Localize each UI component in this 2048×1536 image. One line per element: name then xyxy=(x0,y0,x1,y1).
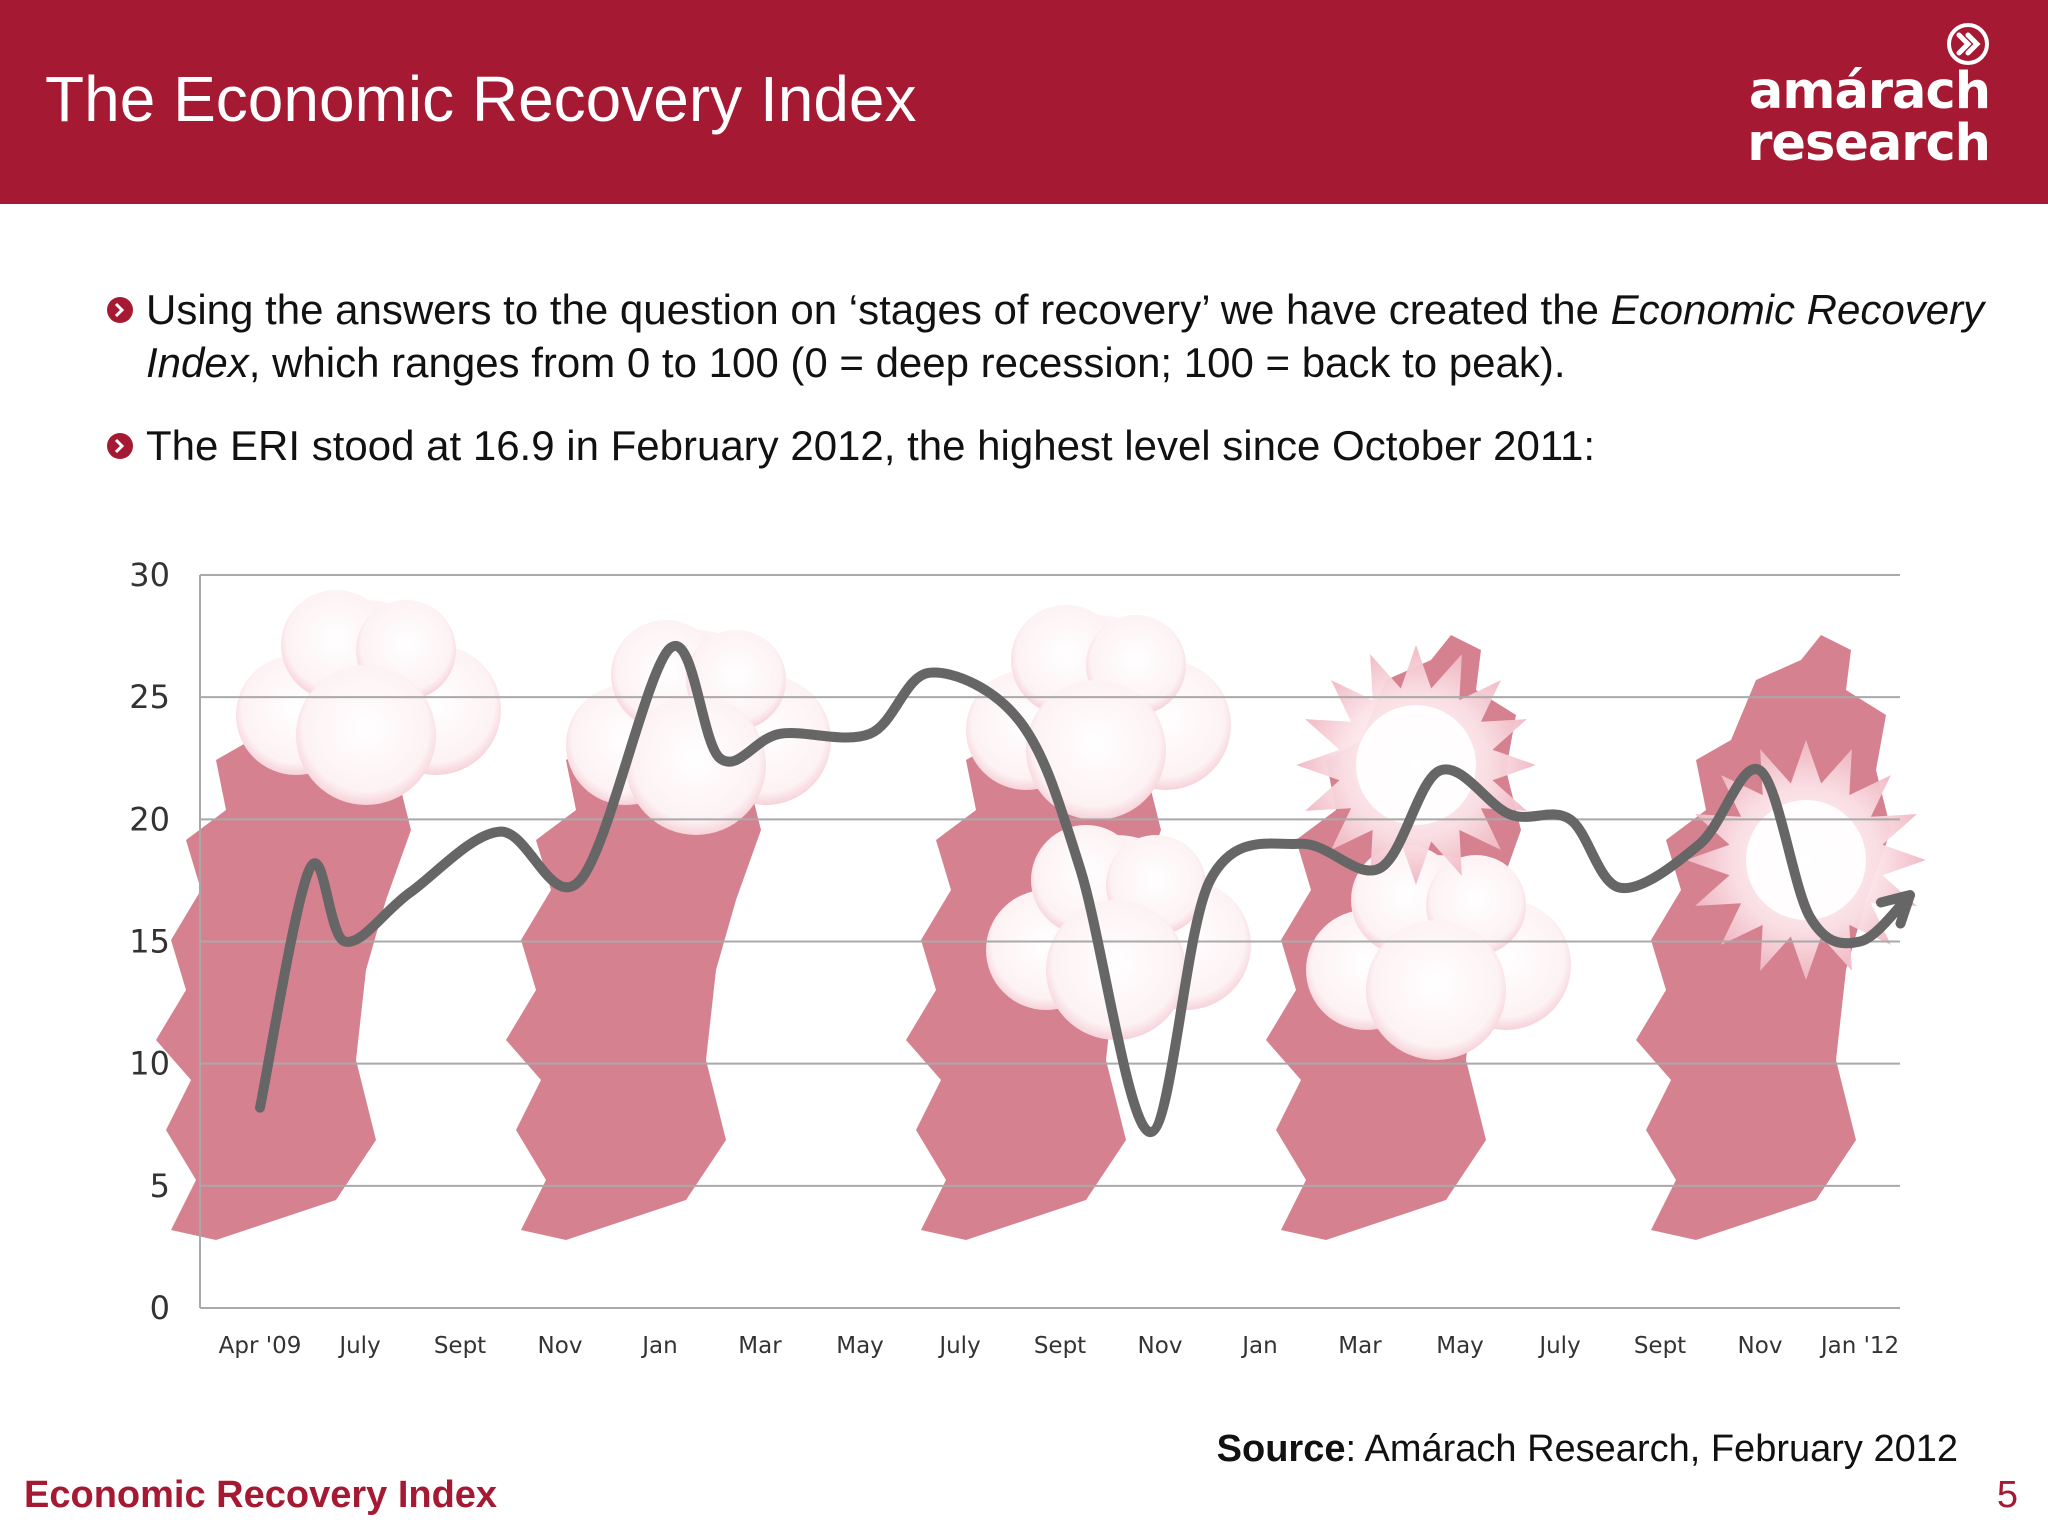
gridlines xyxy=(200,574,1900,1187)
logo-text: amárach research xyxy=(1747,62,1991,173)
x-tick-label: Jan '12 xyxy=(1819,1333,1899,1359)
cloud-shape xyxy=(1306,845,1571,1060)
x-tick-label: Mar xyxy=(1338,1333,1382,1359)
x-tick-label: Sept xyxy=(1634,1333,1686,1359)
x-tick-label: Sept xyxy=(434,1333,486,1359)
y-tick-label: 25 xyxy=(129,678,170,716)
page-title: The Economic Recovery Index xyxy=(45,63,917,135)
cloud-puff xyxy=(296,665,436,805)
x-tick-label: Apr '09 xyxy=(219,1333,302,1359)
map-background-art xyxy=(156,590,1926,1240)
x-tick-label: Jan xyxy=(640,1333,677,1359)
sun-core xyxy=(1356,705,1476,825)
cloud-shape xyxy=(236,590,501,805)
bullet-1-text-b: , which ranges from 0 to 100 (0 = deep r… xyxy=(248,339,1566,386)
x-tick-label: July xyxy=(937,1333,980,1359)
y-tick-label: 10 xyxy=(129,1045,170,1083)
y-tick-label: 0 xyxy=(150,1289,170,1327)
amarach-logo: amárach research xyxy=(1740,22,1991,173)
source-label: Source xyxy=(1216,1428,1346,1470)
bullet-1-text-italic: Economic Recovery Index xyxy=(146,286,1985,386)
logo-line-1: amárach xyxy=(1748,62,1991,121)
bullet-2-text: The ERI stood at 16.9 in February 2012, … xyxy=(146,422,1596,469)
source-note: Source: Amárach Research, February 2012 xyxy=(1217,1428,1958,1471)
axes: 0 5 10 15 20 25 30 Apr '09 July Sept Nov Jan Mar May J… xyxy=(129,556,1900,1359)
page-number: 5 xyxy=(1996,1474,2018,1516)
chevron-logo-icon xyxy=(1947,23,1989,65)
x-tick-label: May xyxy=(836,1333,884,1359)
eri-line-chart: 0 5 10 15 20 25 30 Apr '09 July Sept Nov Jan Mar May J… xyxy=(129,556,1926,1359)
cloud-puff xyxy=(1046,900,1186,1040)
y-tick-label: 15 xyxy=(129,923,170,961)
bullet-2: The ERI stood at 16.9 in February 2012, … xyxy=(106,419,1986,472)
y-tick-label: 30 xyxy=(129,556,170,594)
x-tick-label: Sept xyxy=(1034,1333,1086,1359)
y-tick-label: 20 xyxy=(129,800,170,838)
header-bar: The Economic Recovery Index amárach rese… xyxy=(0,0,2048,204)
bullet-1-text-a: Using the answers to the question on ‘st… xyxy=(146,286,1611,333)
x-tick-label: Nov xyxy=(1738,1333,1783,1359)
cloud-shape xyxy=(986,825,1251,1040)
x-tick-label: May xyxy=(1436,1333,1484,1359)
cloud-puff xyxy=(1366,920,1506,1060)
sun-shape xyxy=(1296,645,1536,885)
x-tick-label: Mar xyxy=(738,1333,782,1359)
series-group xyxy=(255,640,1915,1138)
bullet-chevron-icon xyxy=(107,433,133,459)
x-tick-label: Nov xyxy=(538,1333,583,1359)
cloud-puff xyxy=(626,695,766,835)
series-arrowhead xyxy=(1875,890,1915,929)
x-tick-label: July xyxy=(337,1333,380,1359)
footer-title: Economic Recovery Index xyxy=(24,1474,498,1516)
bullet-1: Using the answers to the question on ‘st… xyxy=(106,283,1986,389)
source-text: : Amárach Research, February 2012 xyxy=(1345,1428,1958,1470)
bullet-chevron-icon xyxy=(107,297,133,323)
y-tick-label: 5 xyxy=(150,1167,170,1205)
cloud-puff xyxy=(1026,680,1166,820)
x-tick-label: Nov xyxy=(1138,1333,1183,1359)
logo-line-2: research xyxy=(1747,114,1991,173)
sun-shape xyxy=(1686,740,1926,980)
sun-core xyxy=(1746,800,1866,920)
x-tick-label: July xyxy=(1537,1333,1580,1359)
x-tick-label: Jan xyxy=(1240,1333,1277,1359)
bullet-list: Using the answers to the question on ‘st… xyxy=(106,283,1986,502)
